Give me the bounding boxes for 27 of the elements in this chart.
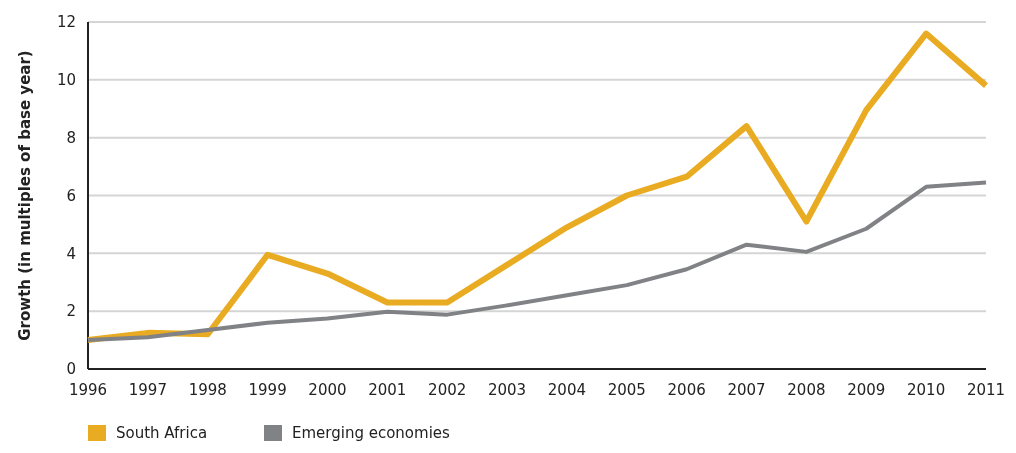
y-tick-label: 8 xyxy=(66,128,76,147)
line-series xyxy=(86,180,988,343)
legend-label: Emerging economies xyxy=(292,424,451,442)
x-tick-label: 2000 xyxy=(308,381,347,399)
x-tick-label: 2008 xyxy=(787,381,826,399)
y-tick-label: 0 xyxy=(66,360,76,379)
x-tick-label: 1998 xyxy=(188,381,227,399)
y-axis-title: Growth (in multiples of base year) xyxy=(16,50,34,341)
x-tick-label: 1997 xyxy=(128,381,167,399)
x-tick-label: 2009 xyxy=(847,381,886,399)
legend-label: South Africa xyxy=(116,424,208,442)
x-tick-label: 1999 xyxy=(248,381,287,399)
y-tick-label: 10 xyxy=(56,71,76,90)
y-tick-label: 6 xyxy=(66,186,76,205)
x-tick-label: 2005 xyxy=(607,381,646,399)
y-tick-label: 2 xyxy=(66,302,76,321)
x-tick-label: 2003 xyxy=(487,381,527,399)
y-tick-label: 4 xyxy=(66,244,76,263)
x-tick-label: 2011 xyxy=(966,381,1006,399)
x-tick-label: 2007 xyxy=(727,381,766,399)
x-tick-label: 2002 xyxy=(428,381,467,399)
x-tick-label: 2004 xyxy=(547,381,587,399)
y-tick-label: 12 xyxy=(56,13,76,32)
x-tick-label: 2001 xyxy=(368,381,407,399)
x-tick-label: 2010 xyxy=(907,381,946,399)
x-tick-label: 1996 xyxy=(68,381,108,399)
x-tick-label: 2006 xyxy=(667,381,706,399)
